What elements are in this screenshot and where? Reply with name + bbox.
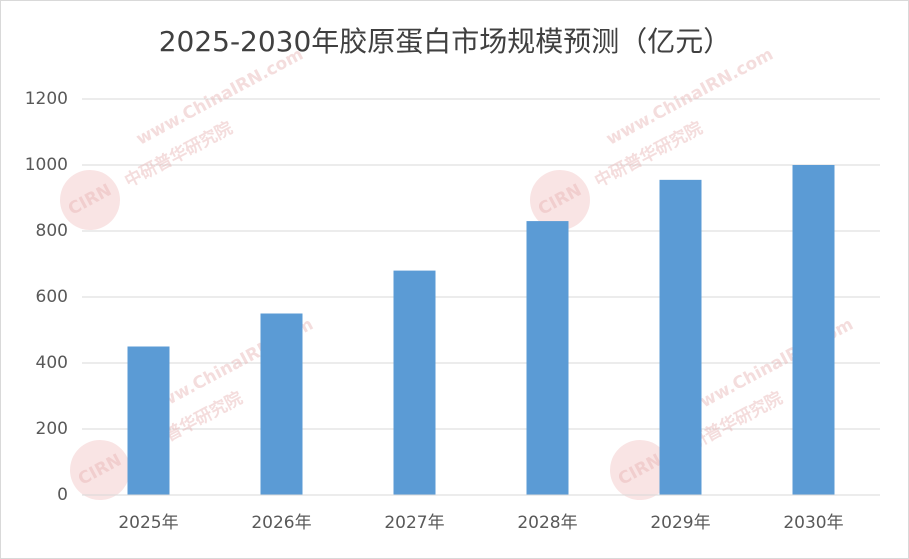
y-tick-label: 600 xyxy=(36,287,68,307)
x-tick-label: 2026年 xyxy=(251,513,311,533)
watermark-logo xyxy=(70,440,130,500)
bar xyxy=(393,270,436,495)
x-tick-label: 2027年 xyxy=(384,513,444,533)
x-tick-label: 2030年 xyxy=(783,513,843,533)
y-tick-label: 400 xyxy=(36,353,68,373)
y-tick-label: 1000 xyxy=(25,155,68,175)
bar xyxy=(659,179,702,495)
bar xyxy=(792,165,835,495)
y-tick-label: 200 xyxy=(36,419,68,439)
y-tick-label: 0 xyxy=(57,485,68,505)
y-tick-label: 800 xyxy=(36,221,68,241)
y-tick-label: 1200 xyxy=(25,89,68,109)
x-tick-label: 2029年 xyxy=(650,513,710,533)
watermark-logo xyxy=(60,170,120,230)
watermark-logo xyxy=(610,440,670,500)
bar xyxy=(526,221,569,495)
chart-title: 2025-2030年胶原蛋白市场规模预测（亿元） xyxy=(159,25,732,58)
bar xyxy=(127,346,170,495)
x-tick-label: 2028年 xyxy=(517,513,577,533)
watermark-logo xyxy=(530,170,590,230)
bar xyxy=(260,313,303,495)
x-tick-label: 2025年 xyxy=(118,513,178,533)
